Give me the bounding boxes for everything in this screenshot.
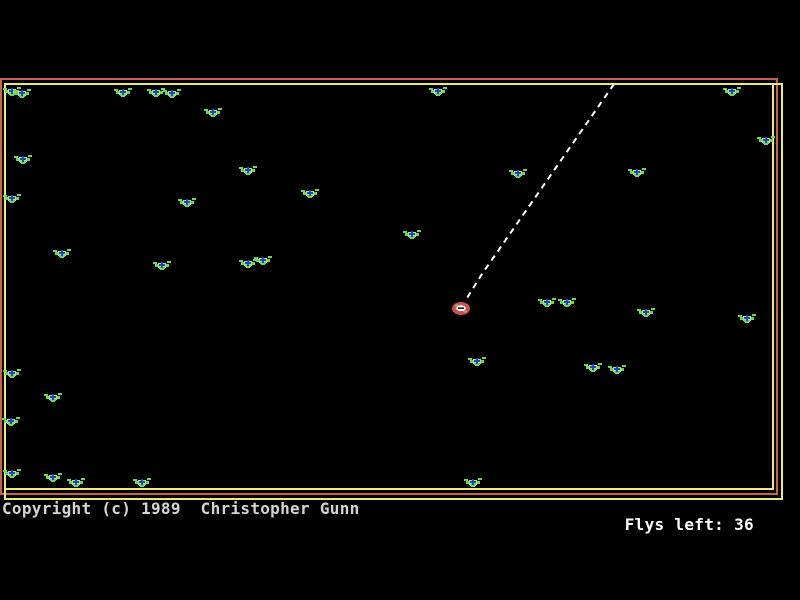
fly-sprite[interactable] <box>204 107 222 118</box>
fly-sprite[interactable] <box>44 392 62 403</box>
fly-sprite[interactable] <box>637 307 655 318</box>
fly-icon <box>53 249 71 258</box>
fly-icon <box>254 256 272 265</box>
fly-icon <box>153 261 171 270</box>
fly-sprite[interactable] <box>584 362 602 373</box>
fly-icon <box>114 88 132 97</box>
fly-icon <box>3 469 21 478</box>
fly-sprite[interactable] <box>178 197 196 208</box>
fly-icon <box>403 230 421 239</box>
fly-sprite[interactable] <box>239 165 257 176</box>
fly-icon <box>757 136 775 145</box>
fly-sprite[interactable] <box>723 86 741 97</box>
fly-sprite[interactable] <box>509 168 527 179</box>
fly-sprite[interactable] <box>464 477 482 488</box>
fly-icon <box>178 198 196 207</box>
fly-icon <box>558 298 576 307</box>
fly-icon <box>628 168 646 177</box>
fly-sprite[interactable] <box>44 472 62 483</box>
fly-icon <box>239 166 257 175</box>
fly-icon <box>464 478 482 487</box>
fly-icon <box>204 108 222 117</box>
fly-icon <box>584 363 602 372</box>
flys-left-counter: Flys left: 36 <box>585 501 754 549</box>
fly-icon <box>3 87 21 96</box>
fly-icon <box>3 369 21 378</box>
fly-sprite[interactable] <box>3 86 21 97</box>
fly-icon <box>239 259 257 268</box>
fly-icon <box>429 87 447 96</box>
fly-icon <box>301 189 319 198</box>
fly-icon <box>133 478 151 487</box>
fly-icon <box>509 169 527 178</box>
fly-sprite[interactable] <box>53 248 71 259</box>
fly-sprite[interactable] <box>133 477 151 488</box>
fly-sprite[interactable] <box>738 313 756 324</box>
fly-sprite[interactable] <box>14 154 32 165</box>
fly-sprite[interactable] <box>239 258 257 269</box>
fly-sprite[interactable] <box>628 167 646 178</box>
copyright-text: Copyright (c) 1989 Christopher Gunn <box>2 499 360 518</box>
fly-sprite[interactable] <box>538 297 556 308</box>
fly-sprite[interactable] <box>163 88 181 99</box>
fly-sprite[interactable] <box>2 416 20 427</box>
fly-sprite[interactable] <box>608 364 626 375</box>
fly-icon <box>13 89 31 98</box>
fly-icon <box>468 357 486 366</box>
fly-sprite[interactable] <box>301 188 319 199</box>
fly-icon <box>67 478 85 487</box>
fly-sprite[interactable] <box>147 87 165 98</box>
fly-icon <box>723 87 741 96</box>
playfield-border-yellow-inner <box>4 83 774 490</box>
fly-sprite[interactable] <box>114 87 132 98</box>
playfield-border-red <box>0 78 778 495</box>
fly-sprite[interactable] <box>429 86 447 97</box>
swatter-cursor[interactable] <box>451 301 471 316</box>
fly-sprite[interactable] <box>3 368 21 379</box>
fly-sprite[interactable] <box>254 255 272 266</box>
flys-left-label: Flys left: <box>624 515 725 534</box>
fly-sprite[interactable] <box>67 477 85 488</box>
fly-icon <box>14 155 32 164</box>
fly-sprite[interactable] <box>153 260 171 271</box>
fly-icon <box>538 298 556 307</box>
fly-sprite[interactable] <box>403 229 421 240</box>
fly-icon <box>608 365 626 374</box>
flys-left-count: 36 <box>734 515 754 534</box>
fly-sprite[interactable] <box>3 193 21 204</box>
fly-sprite[interactable] <box>468 356 486 367</box>
fly-icon <box>637 308 655 317</box>
playfield-border-yellow-outer <box>4 83 783 500</box>
fly-icon <box>147 88 165 97</box>
fly-icon <box>738 314 756 323</box>
fly-icon <box>3 194 21 203</box>
fly-icon <box>44 393 62 402</box>
fly-sprite[interactable] <box>13 88 31 99</box>
fly-icon <box>2 417 20 426</box>
fly-icon <box>163 89 181 98</box>
fly-sprite[interactable] <box>757 135 775 146</box>
fly-sprite[interactable] <box>3 468 21 479</box>
fly-icon <box>44 473 62 482</box>
fly-sprite[interactable] <box>558 297 576 308</box>
swatter-mouth-icon <box>452 301 470 315</box>
